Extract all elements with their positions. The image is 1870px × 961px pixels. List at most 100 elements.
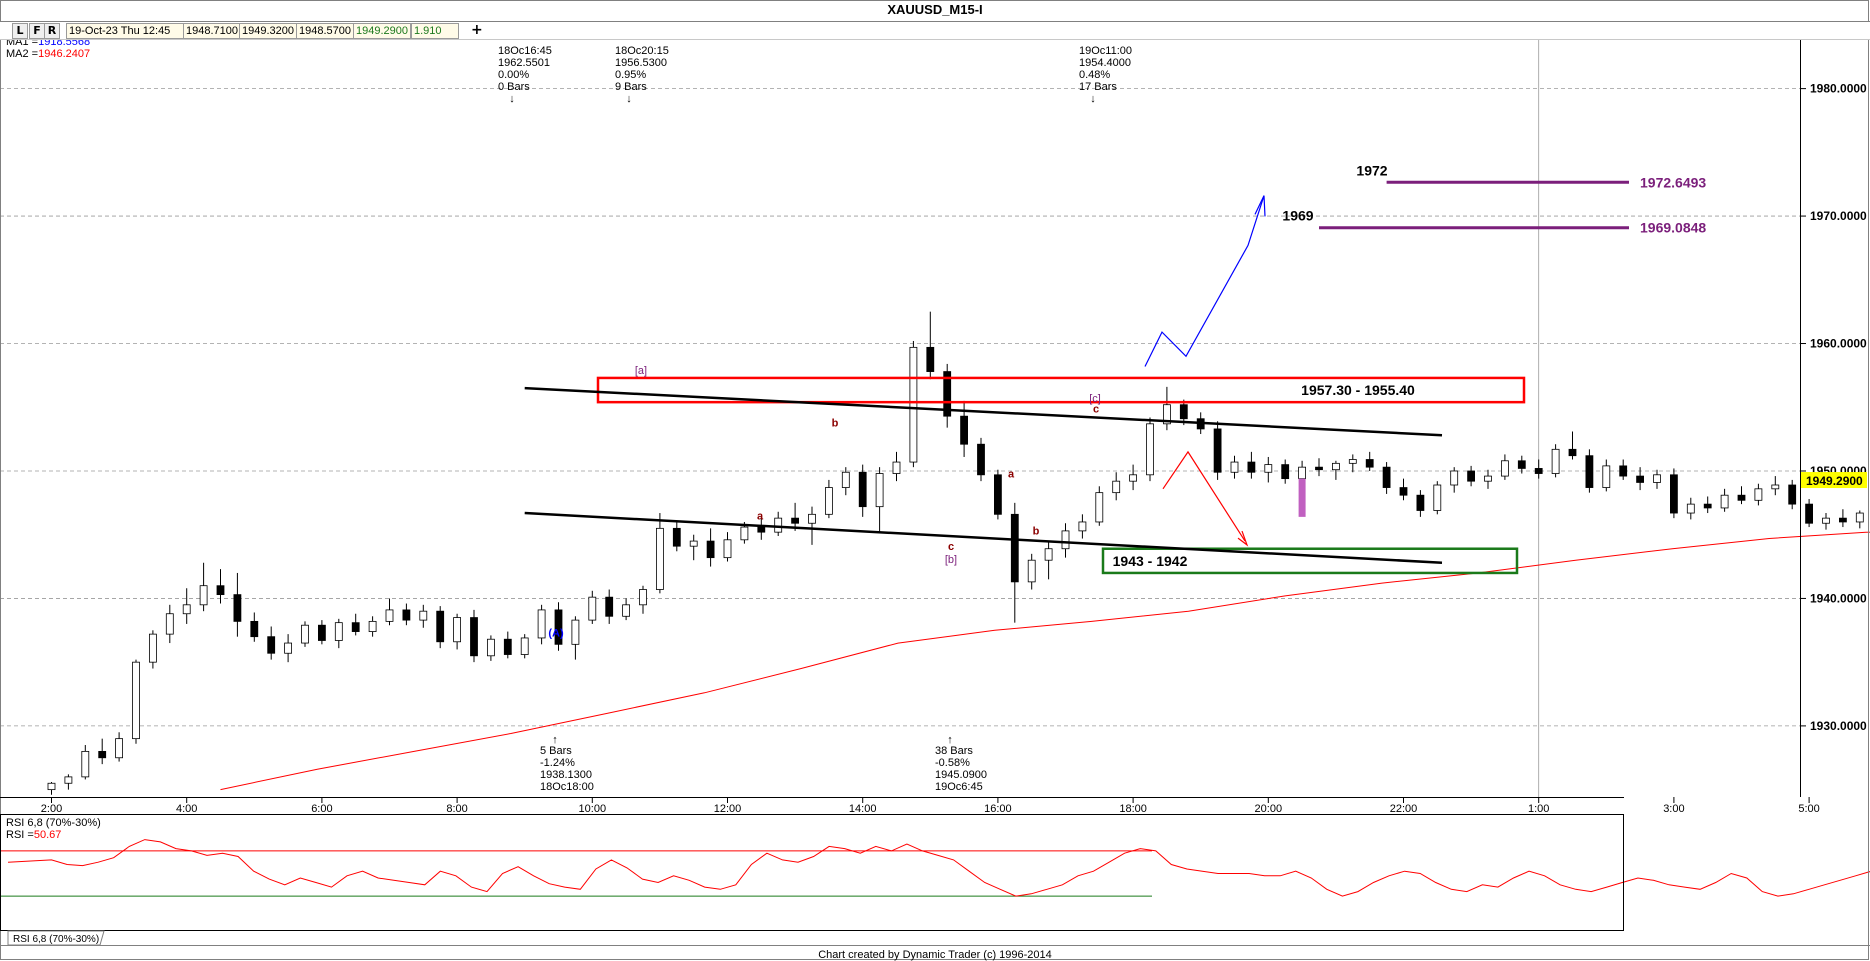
time-tick-label: 16:00 bbox=[984, 803, 1012, 815]
projection-up-path bbox=[1144, 195, 1265, 367]
rsi-frame bbox=[0, 814, 1624, 931]
candle bbox=[1720, 488, 1729, 512]
candle-body-bull bbox=[334, 622, 343, 641]
candle bbox=[1855, 510, 1864, 529]
candle-body-bull bbox=[622, 604, 630, 617]
candle-body-bull bbox=[1771, 484, 1780, 490]
candle-body-bull bbox=[1061, 530, 1070, 550]
candle bbox=[1044, 541, 1053, 580]
candle bbox=[537, 604, 546, 645]
ma2-legend: MA2 =1946.2407 bbox=[6, 48, 90, 60]
candle bbox=[1399, 478, 1408, 501]
candle bbox=[1348, 454, 1357, 473]
candle-body-bear bbox=[317, 624, 326, 641]
candle bbox=[926, 311, 935, 380]
candle bbox=[47, 781, 56, 795]
candle-body-bear bbox=[1805, 503, 1813, 524]
candle-body-bear bbox=[1737, 494, 1746, 501]
candle-body-bull bbox=[148, 633, 157, 663]
candle-body-bear bbox=[402, 609, 411, 621]
candle bbox=[470, 609, 478, 663]
toolbar-button-f[interactable]: F bbox=[29, 23, 45, 39]
candle bbox=[892, 451, 901, 482]
candle-body-bull bbox=[1501, 460, 1509, 477]
candle-body-bear bbox=[98, 750, 107, 759]
candle bbox=[994, 469, 1002, 520]
candle-body-bear bbox=[926, 346, 935, 372]
price-tick-label: 1970.0000 bbox=[1810, 209, 1867, 223]
time-tick-label: 2:00 bbox=[41, 803, 62, 815]
swing-annotation-line: 1954.4000 bbox=[1079, 57, 1131, 69]
candle-body-bear bbox=[1619, 465, 1628, 477]
candle-body-bear bbox=[1636, 475, 1644, 483]
candle bbox=[1433, 481, 1442, 515]
candle-body-bull bbox=[284, 642, 293, 654]
add-chart-button[interactable]: + bbox=[471, 22, 483, 38]
candle bbox=[1027, 553, 1036, 590]
chart-toolbar: L F R 19-Oct-23 Thu 12:45 1948.7100 1949… bbox=[0, 22, 1870, 40]
candle bbox=[1822, 513, 1830, 530]
candle bbox=[571, 616, 580, 660]
wave-label: a bbox=[757, 510, 764, 522]
price-tick-label: 1980.0000 bbox=[1810, 82, 1867, 96]
candle-body-bull bbox=[841, 471, 850, 488]
candle-body-bear bbox=[1416, 494, 1425, 511]
candle-body-bull bbox=[1027, 559, 1036, 583]
candle-body-bull bbox=[1146, 423, 1154, 476]
price-tick-label: 1940.0000 bbox=[1810, 591, 1867, 605]
candle bbox=[1281, 459, 1290, 484]
time-tick-label: 4:00 bbox=[176, 803, 197, 815]
candle bbox=[656, 513, 664, 594]
candle-body-bull bbox=[1264, 464, 1273, 473]
swing-annotation-line: 1945.0900 bbox=[935, 769, 987, 781]
candle bbox=[334, 618, 343, 649]
candle bbox=[1365, 451, 1374, 471]
candle bbox=[165, 604, 174, 644]
time-tick-label: 3:00 bbox=[1663, 803, 1684, 815]
candle-body-bull bbox=[182, 604, 191, 615]
wave-label: c bbox=[1093, 403, 1099, 415]
candle bbox=[1382, 462, 1391, 494]
candle-body-bear bbox=[233, 594, 242, 622]
candle-body-bull bbox=[1112, 480, 1121, 494]
wave-label: b bbox=[832, 417, 839, 429]
candle bbox=[1534, 459, 1543, 479]
target-value-label: 1972.6493 bbox=[1640, 174, 1706, 190]
annotations: [a]baabc[b][c]c(A)18Oc16:451962.55010.00… bbox=[498, 45, 1132, 793]
candle bbox=[1602, 459, 1611, 492]
wave-label: [b] bbox=[945, 554, 957, 566]
candle-body-bull bbox=[723, 539, 732, 559]
candle bbox=[1501, 454, 1509, 480]
candle-body-bull bbox=[1602, 465, 1611, 488]
candle bbox=[1517, 455, 1526, 474]
candle-body-bull bbox=[1298, 466, 1306, 480]
candle bbox=[1112, 472, 1121, 501]
candle-body-bull bbox=[1484, 475, 1492, 482]
toolbar-button-l[interactable]: L bbox=[12, 23, 28, 39]
swing-annotation-line: 18Oc18:00 bbox=[540, 781, 594, 793]
rsi-line bbox=[7, 839, 1870, 897]
candle-body-bull bbox=[825, 487, 833, 515]
rsi-tab[interactable]: RSI 6,8 (70%-30%) bbox=[13, 934, 99, 945]
candle-body-bull bbox=[419, 610, 428, 621]
candle-body-bear bbox=[1585, 455, 1594, 488]
bar-open-field: 1948.7100 bbox=[183, 23, 241, 39]
candle-body-bull bbox=[740, 526, 749, 541]
candle-body-bull bbox=[639, 589, 647, 606]
channel-lower-line bbox=[524, 511, 1443, 565]
candle bbox=[1703, 496, 1712, 514]
candle-body-bull bbox=[1450, 470, 1459, 486]
swing-annotation-line: -0.58% bbox=[935, 757, 970, 769]
bar-close-field: 1949.2900 bbox=[353, 23, 411, 39]
candle-body-bull bbox=[486, 638, 495, 657]
candle-body-bull bbox=[1348, 459, 1357, 464]
candle-body-bull bbox=[64, 776, 73, 784]
price-tick-label: 1960.0000 bbox=[1810, 337, 1867, 351]
swing-annotation-line: 0.48% bbox=[1079, 69, 1110, 81]
toolbar-button-r[interactable]: R bbox=[44, 23, 60, 39]
candle bbox=[723, 532, 732, 562]
